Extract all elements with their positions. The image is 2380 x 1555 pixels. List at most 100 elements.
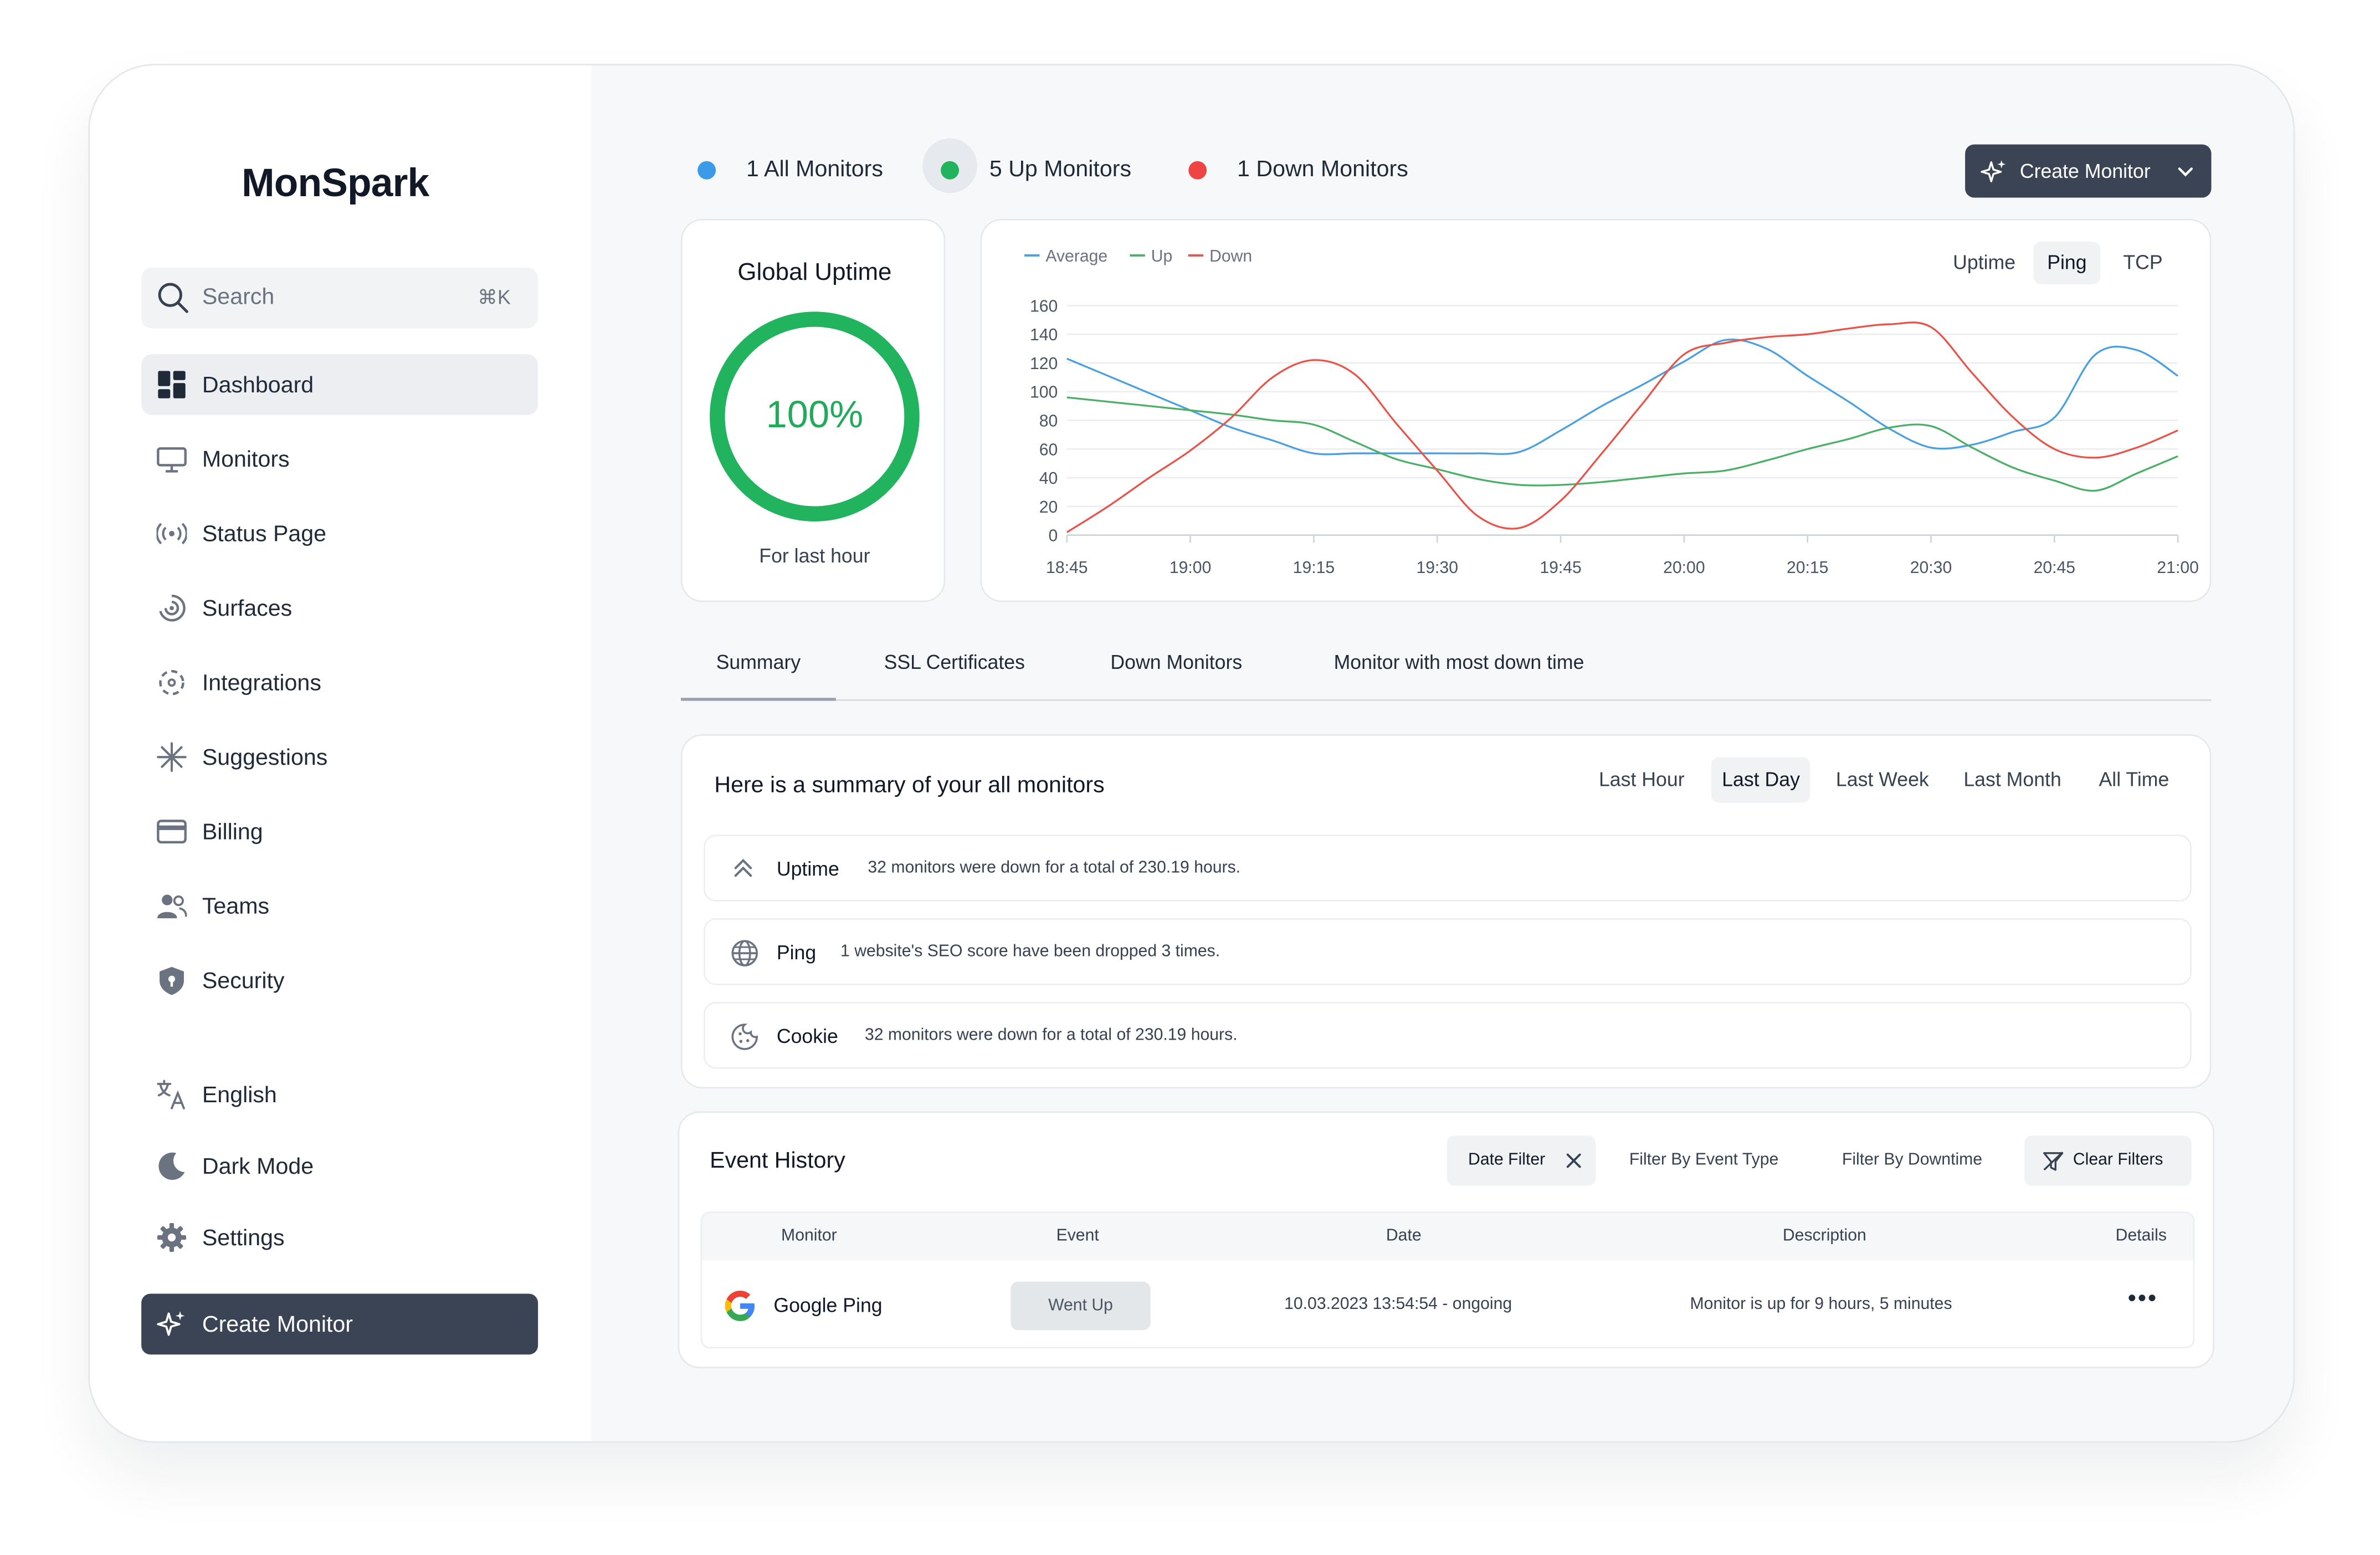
sparkles-icon: [1981, 160, 2006, 183]
x-tick-label: 21:00: [2157, 559, 2198, 577]
tab-most-down-time[interactable]: Monitor with most down time: [1333, 651, 1584, 674]
sidebar-item-suggestions[interactable]: Suggestions: [141, 727, 538, 787]
summary-row-description: 32 monitors were down for a total of 230…: [868, 858, 1241, 877]
sidebar-item-teams[interactable]: Teams: [141, 876, 538, 937]
chart-tab-tcp[interactable]: TCP: [2123, 250, 2163, 274]
tab-summary[interactable]: Summary: [680, 628, 836, 701]
event-monitor-name: Google Ping: [773, 1293, 883, 1317]
sidebar-item-surfaces[interactable]: Surfaces: [141, 577, 538, 638]
clear-filters-button[interactable]: Clear Filters: [2024, 1135, 2192, 1186]
sidebar-item-integrations[interactable]: Integrations: [141, 652, 538, 713]
summary-row-cookie[interactable]: Cookie 32 monitors were down for a total…: [704, 1001, 2192, 1069]
search-input[interactable]: Search ⌘K: [141, 267, 538, 329]
translate-icon: [157, 1080, 185, 1109]
monitor-icon: [157, 447, 187, 473]
sidebar-item-label: Surfaces: [202, 596, 293, 622]
sidebar-item-label: Security: [202, 968, 285, 995]
x-tick-label: 19:00: [1170, 559, 1211, 577]
sidebar-item-monitors[interactable]: Monitors: [141, 429, 538, 490]
moon-icon: [158, 1152, 185, 1180]
sidebar-create-monitor-button[interactable]: Create Monitor: [141, 1293, 538, 1355]
sidebar-item-label: Teams: [202, 894, 270, 920]
stat-down-monitors-label: 1 Down Monitors: [1237, 156, 1408, 183]
filter-off-icon: [2043, 1152, 2064, 1171]
column-event: Event: [1056, 1226, 1099, 1245]
summary-row-name: Cookie: [776, 1024, 838, 1048]
summary-card: Here is a summary of your all monitors L…: [680, 734, 2212, 1089]
filter-event-type-button[interactable]: Filter By Event Type: [1629, 1150, 1779, 1169]
column-date: Date: [1386, 1226, 1422, 1245]
sparkles-icon: [157, 1311, 185, 1336]
chevrons-up-icon: [734, 858, 752, 877]
globe-icon: [731, 940, 758, 966]
app-window: MonSpark Search ⌘K Dashboard Monitors St…: [88, 64, 2295, 1443]
sidebar-item-label: Settings: [202, 1225, 285, 1251]
uptime-ring-fill: [710, 311, 920, 521]
chart-tab-ping[interactable]: Ping: [2033, 242, 2101, 284]
filter-downtime-button[interactable]: Filter By Downtime: [1842, 1150, 1983, 1169]
sidebar-create-monitor-label: Create Monitor: [202, 1312, 353, 1338]
sidebar-item-label: Dashboard: [202, 372, 314, 398]
event-details-menu[interactable]: •••: [2127, 1286, 2158, 1312]
sidebar-item-billing[interactable]: Billing: [141, 801, 538, 862]
range-last-day[interactable]: Last Day: [1711, 757, 1811, 803]
sidebar-item-label: Dark Mode: [202, 1154, 314, 1180]
create-monitor-button[interactable]: Create Monitor: [1965, 144, 2212, 198]
sidebar: MonSpark Search ⌘K Dashboard Monitors St…: [89, 65, 592, 1441]
date-filter-button[interactable]: Date Filter: [1447, 1135, 1596, 1186]
column-details: Details: [2115, 1226, 2167, 1245]
global-uptime-value: 100%: [766, 393, 864, 437]
cookie-icon: [731, 1024, 758, 1050]
surfaces-icon: [159, 595, 186, 622]
sidebar-item-status-page[interactable]: Status Page: [141, 503, 538, 564]
range-last-hour[interactable]: Last Hour: [1598, 768, 1685, 791]
sidebar-item-dark-mode[interactable]: Dark Mode: [141, 1135, 538, 1196]
search-placeholder: Search: [202, 284, 275, 310]
sidebar-item-dashboard[interactable]: Dashboard: [141, 354, 538, 415]
all-monitors-dot: [697, 161, 716, 180]
close-icon[interactable]: [1566, 1152, 1582, 1169]
column-monitor: Monitor: [781, 1226, 837, 1245]
range-last-month[interactable]: Last Month: [1963, 768, 2061, 791]
tab-down-monitors[interactable]: Down Monitors: [1110, 651, 1243, 674]
sidebar-item-label: Suggestions: [202, 745, 328, 771]
card-icon: [157, 820, 187, 843]
x-tick-label: 19:45: [1540, 559, 1581, 577]
sidebar-item-settings[interactable]: Settings: [141, 1207, 538, 1268]
broadcast-icon: [156, 523, 187, 545]
sidebar-item-label: Status Page: [202, 521, 327, 548]
sidebar-item-label: Integrations: [202, 670, 321, 697]
event-table-header: Monitor Event Date Description Details: [700, 1211, 2195, 1262]
range-last-week[interactable]: Last Week: [1835, 768, 1929, 791]
summary-row-description: 1 website's SEO score have been dropped …: [840, 942, 1220, 961]
tab-ssl-certificates[interactable]: SSL Certificates: [884, 651, 1025, 674]
chevron-down-icon[interactable]: [2176, 163, 2194, 181]
x-tick-label: 19:30: [1417, 559, 1458, 577]
x-tick-label: 20:30: [1910, 559, 1952, 577]
table-row[interactable]: Google Ping Went Up 10.03.2023 13:54:54 …: [700, 1260, 2195, 1349]
x-tick-label: 20:15: [1787, 559, 1828, 577]
range-all-time[interactable]: All Time: [2099, 768, 2169, 791]
ping-chart-card: 0 20 40 60 80 100 120 140 160 18:45 19:00 19:15 19:3…: [980, 219, 2212, 602]
y-tick-label: 60: [1039, 441, 1058, 459]
sparkle-icon: [157, 742, 187, 772]
y-tick-label: 160: [1030, 297, 1058, 315]
x-tick-label: 20:00: [1663, 559, 1705, 577]
gear-icon: [157, 1222, 187, 1252]
event-history-card: Event History Date Filter Filter By Even…: [678, 1111, 2214, 1368]
sidebar-item-label: Monitors: [202, 447, 290, 473]
global-uptime-subtitle: For last hour: [759, 544, 870, 567]
global-uptime-title: Global Uptime: [737, 260, 892, 286]
event-history-title: Event History: [710, 1148, 845, 1174]
sidebar-item-label: Billing: [202, 819, 263, 846]
up-monitors-dot: [941, 161, 960, 180]
summary-row-name: Uptime: [776, 857, 839, 881]
chart-tab-uptime[interactable]: Uptime: [1953, 250, 2016, 274]
sidebar-item-security[interactable]: Security: [141, 950, 538, 1011]
sidebar-item-language[interactable]: English: [141, 1064, 538, 1125]
y-tick-label: 80: [1039, 412, 1058, 430]
event-date: 10.03.2023 13:54:54 - ongoing: [1284, 1295, 1512, 1314]
summary-row-uptime[interactable]: Uptime 32 monitors were down for a total…: [704, 835, 2192, 902]
summary-row-ping[interactable]: Ping 1 website's SEO score have been dro…: [704, 918, 2192, 985]
